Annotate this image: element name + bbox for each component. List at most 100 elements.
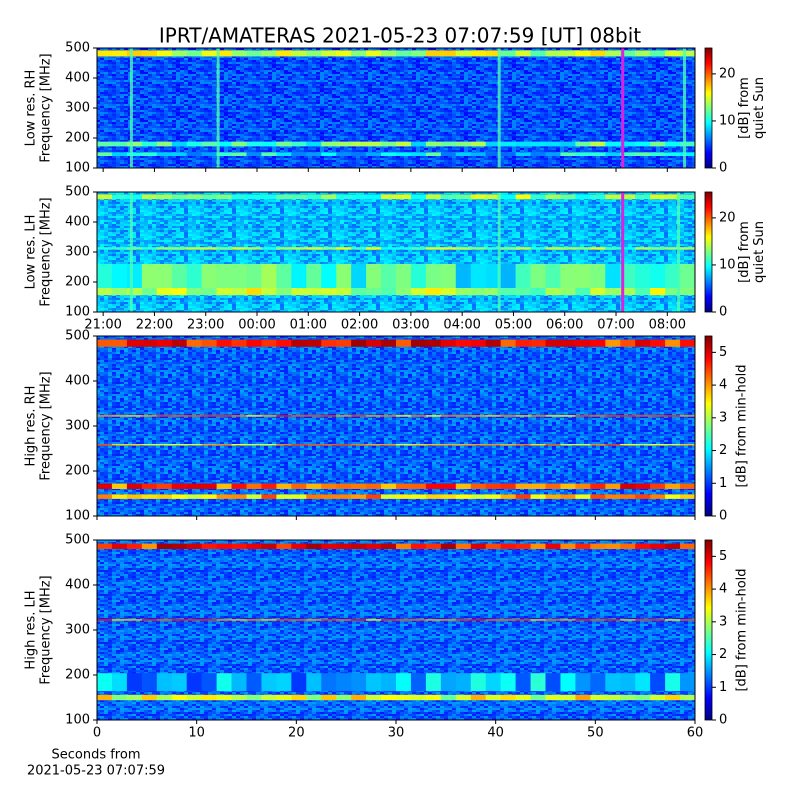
heatmap-band: [186, 619, 203, 621]
heatmap-band: [590, 444, 606, 446]
heatmap-band: [530, 494, 546, 499]
heatmap-band: [396, 444, 412, 446]
heatmap-band: [605, 673, 621, 692]
heatmap-band: [410, 483, 427, 489]
heatmap-band: [485, 673, 502, 692]
heatmap-band: [186, 694, 203, 701]
x-tick-label: 40: [487, 726, 504, 741]
heatmap-band: [261, 444, 277, 446]
heatmap-band: [545, 415, 561, 417]
heatmap-band: [665, 50, 681, 57]
heatmap-band: [680, 141, 696, 147]
x-tick-label: 23:00: [187, 318, 224, 333]
y-tick-label: 200: [65, 668, 90, 683]
heatmap-band: [276, 50, 292, 57]
heatmap-band: [381, 339, 397, 347]
heatmap-band: [351, 152, 367, 156]
heatmap-band: [97, 194, 113, 200]
heatmap-band: [171, 50, 188, 57]
heatmap-band: [515, 288, 532, 296]
heatmap-band: [171, 152, 188, 156]
heatmap-band: [291, 288, 307, 296]
heatmap-band: [620, 543, 636, 549]
heatmap-band: [575, 694, 591, 701]
heatmap-band: [650, 264, 666, 288]
heatmap-band: [545, 694, 561, 701]
heatmap-band: [171, 415, 188, 417]
heatmap-band: [396, 247, 412, 250]
heatmap-band: [171, 444, 188, 446]
heatmap-band: [141, 152, 158, 156]
heatmap-band: [246, 483, 262, 489]
heatmap-band: [97, 141, 113, 147]
x-tick-label: 22:00: [136, 318, 173, 333]
heatmap-band: [665, 141, 681, 147]
heatmap-band: [201, 247, 218, 250]
heatmap-band: [321, 494, 337, 499]
heatmap-band: [306, 288, 322, 296]
x-tick-label: 21:00: [84, 318, 121, 333]
y-axis-label: Frequency [MHz]: [39, 197, 54, 306]
heatmap-band: [650, 619, 666, 621]
heatmap-band: [500, 694, 517, 701]
heatmap-band: [470, 247, 487, 250]
heatmap-band: [590, 141, 606, 147]
heatmap-band: [156, 673, 173, 692]
heatmap-band: [455, 619, 472, 621]
heatmap-band: [306, 50, 322, 57]
heatmap-band: [396, 483, 412, 489]
heatmap-band: [545, 264, 561, 288]
heatmap-band: [680, 339, 696, 347]
heatmap-band: [201, 152, 218, 156]
heatmap-band: [97, 619, 113, 621]
x-axis-label: 2021-05-23 07:07:59: [27, 764, 165, 779]
heatmap-band: [126, 673, 143, 692]
heatmap-band: [381, 415, 397, 417]
heatmap-band: [680, 264, 696, 288]
heatmap-band: [351, 444, 367, 446]
heatmap-band: [440, 141, 457, 147]
colorbar: [704, 335, 713, 517]
heatmap-band: [246, 50, 262, 57]
heatmap-band: [171, 339, 188, 347]
heatmap-band: [351, 247, 367, 250]
heatmap-band: [276, 194, 292, 200]
heatmap-band: [470, 194, 487, 200]
heatmap-band: [291, 494, 307, 499]
heatmap-band: [201, 673, 218, 692]
heatmap-band: [141, 50, 158, 57]
heatmap-band: [306, 619, 322, 621]
heatmap-band: [425, 444, 442, 446]
heatmap-band: [276, 264, 292, 288]
heatmap-band: [515, 483, 532, 489]
heatmap-band: [216, 247, 233, 250]
heatmap-band: [410, 415, 427, 417]
x-axis-label: Seconds from: [51, 748, 140, 763]
heatmap-band: [111, 673, 128, 692]
heatmap-band: [126, 152, 143, 156]
heatmap-band: [246, 694, 262, 701]
heatmap-band: [680, 50, 696, 57]
heatmap-band: [620, 444, 636, 446]
heatmap-band: [680, 444, 696, 446]
heatmap-band: [231, 444, 247, 446]
heatmap-band: [351, 339, 367, 347]
heatmap-band: [396, 619, 412, 621]
heatmap-band: [276, 141, 292, 147]
heatmap-band: [291, 694, 307, 701]
heatmap-band: [156, 494, 173, 499]
heatmap-band: [186, 247, 203, 250]
heatmap-band: [216, 619, 233, 621]
heatmap-band: [590, 247, 606, 250]
heatmap-band: [500, 619, 517, 621]
heatmap-band: [261, 483, 277, 489]
heatmap-band: [515, 264, 532, 288]
heatmap-band: [216, 673, 233, 692]
colorbar-tick-label: 0: [719, 161, 727, 176]
heatmap-band: [231, 152, 247, 156]
heatmap-band: [500, 288, 517, 296]
heatmap-band: [470, 694, 487, 701]
heatmap-band: [560, 673, 576, 692]
heatmap-band: [351, 264, 367, 288]
heatmap-band: [500, 339, 517, 347]
